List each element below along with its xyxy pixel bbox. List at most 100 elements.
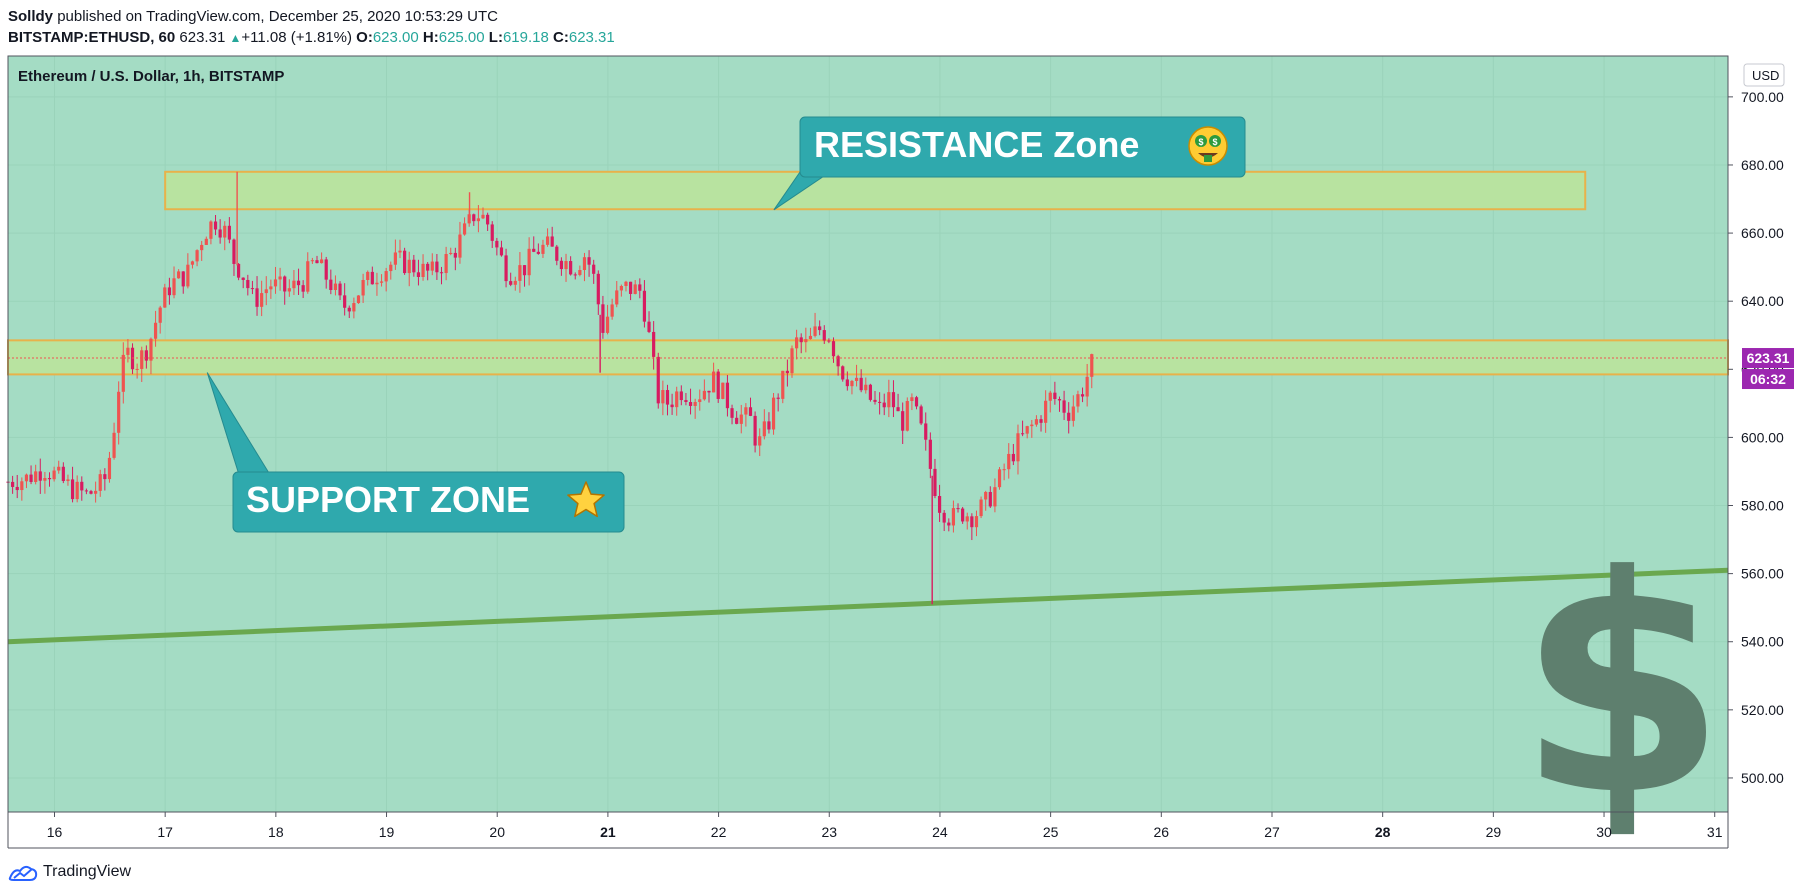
candle-body [306, 261, 310, 292]
last-price: 623.31 [179, 29, 226, 46]
candle-body [509, 281, 513, 285]
candle-body [241, 277, 245, 280]
candle-body [928, 439, 932, 469]
candle-body [771, 397, 776, 430]
candle-body [873, 399, 877, 402]
candle-body [310, 260, 314, 262]
candle-body [937, 496, 942, 513]
candle-body [435, 261, 439, 273]
candle-body [790, 348, 794, 374]
close-label: C: [553, 29, 569, 46]
candle-body [135, 368, 139, 370]
candle-body [688, 401, 693, 406]
candle-body [499, 247, 504, 256]
candle-body [11, 481, 15, 487]
candle-body [601, 304, 605, 333]
candle-body [1016, 433, 1020, 462]
candle-body [1057, 399, 1062, 401]
time-axis: 16 17 18 19 20 21 22 23 24 25 26 27 28 29 30 31 [47, 812, 1723, 840]
candle-body [762, 421, 766, 437]
candle-body [57, 466, 61, 471]
candle-body [393, 252, 397, 265]
symbol-label: BITSTAMP:ETHUSD, 60 [8, 29, 176, 46]
author-name[interactable]: Solldy [8, 8, 54, 25]
candle-body [370, 271, 374, 285]
candle-body [246, 279, 250, 289]
candle-body [416, 272, 421, 277]
candle-body [845, 379, 849, 387]
candle-body [232, 239, 236, 264]
candle-body [1034, 419, 1039, 425]
candle-body [462, 223, 467, 235]
time-tick-label: 17 [157, 824, 173, 840]
candle-body [403, 250, 407, 274]
price-tick-label: 520.00 [1741, 702, 1784, 718]
candle-body [250, 288, 255, 290]
candle-body [389, 264, 393, 272]
candle-body [186, 264, 190, 287]
candle-body [550, 236, 554, 247]
candle-body [70, 479, 75, 500]
candle-body [970, 516, 974, 528]
candle-body [592, 264, 596, 274]
countdown-tag-text: 06:32 [1750, 371, 1786, 387]
candle-body [38, 471, 42, 481]
candle-body [89, 491, 93, 494]
candle-body [854, 377, 859, 381]
resistance-callout: RESISTANCE Zone $ $ [773, 116, 1246, 211]
time-tick-label: 30 [1596, 824, 1612, 840]
candle-body [781, 370, 785, 399]
candle-body [818, 326, 822, 331]
candle-body [486, 214, 490, 225]
candle-body [882, 402, 886, 408]
candle-body [144, 350, 148, 361]
candle-body [94, 490, 98, 494]
candle-body [200, 244, 204, 251]
time-tick-label: 22 [711, 824, 727, 840]
candle-body [827, 340, 831, 342]
candle-body [1011, 453, 1015, 462]
candle-body [799, 337, 803, 343]
candle-body [605, 316, 610, 333]
candle-body [518, 265, 522, 281]
time-tick-label: 18 [268, 824, 284, 840]
candle-body [841, 366, 845, 380]
price-change: +11.08 (+1.81%) [241, 29, 352, 46]
candle-body [140, 350, 144, 369]
candle-body [721, 382, 725, 399]
candle-body [628, 281, 633, 294]
svg-text:$: $ [1212, 137, 1217, 147]
candle-body [693, 402, 697, 406]
candle-body [84, 490, 88, 492]
candle-body [126, 347, 130, 355]
candle-body [301, 285, 305, 292]
candle-body [656, 356, 660, 404]
tradingview-footer[interactable]: TradingView [8, 862, 131, 882]
candle-body [513, 280, 517, 285]
candle-body [181, 271, 185, 287]
candle-body [375, 282, 379, 285]
candle-body [905, 401, 909, 431]
price-tick-label: 580.00 [1741, 498, 1784, 514]
candle-body [1025, 426, 1029, 434]
candle-body [1039, 419, 1043, 423]
candle-body [333, 283, 338, 291]
time-tick-label: 27 [1264, 824, 1280, 840]
candle-body [758, 436, 762, 446]
candle-body [426, 263, 430, 271]
price-axis: 500.00520.00540.00560.00580.00600.00620.… [1728, 63, 1794, 786]
candle-body [421, 263, 425, 277]
candle-body [1048, 392, 1052, 401]
candle-body [652, 331, 656, 357]
price-tick-label: 500.00 [1741, 770, 1784, 786]
candle-body [739, 414, 743, 424]
candle-body [744, 407, 748, 415]
candle-body [564, 261, 568, 270]
candle-body [638, 284, 642, 291]
candle-body [569, 261, 573, 275]
published-text: published on TradingView.com, December 2… [57, 8, 499, 25]
candle-body [753, 415, 757, 446]
candle-body [942, 512, 946, 523]
candle-body [329, 279, 333, 291]
